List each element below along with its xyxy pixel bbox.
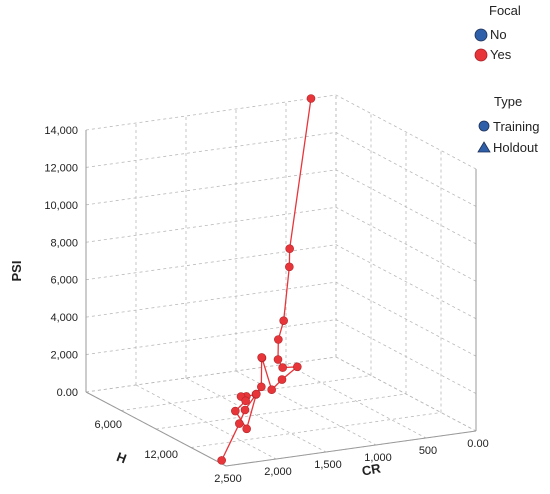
cr-tick-label-1: 2,000: [264, 466, 292, 478]
data-point-18: [242, 424, 251, 434]
z-tick-label-2: 4,000: [50, 312, 78, 324]
legend-marker-yes: [474, 48, 488, 62]
cr-tick-label-5: 0.00: [467, 438, 488, 450]
legend-label-training: Training: [493, 119, 539, 134]
series-line-0: [221, 98, 312, 461]
data-point-20: [240, 405, 250, 415]
legend: Focal No Yes Type Training Holdout: [474, 3, 539, 155]
data-point-6: [278, 363, 287, 372]
data-point-9: [267, 385, 276, 395]
z-axis-title: PSI: [9, 261, 24, 282]
legend-title-type: Type: [494, 94, 522, 109]
series-lines: [221, 98, 312, 461]
tick-labels: 0.00 2,000 4,000 6,000 8,000 10,000 12,000 14,0…: [44, 125, 488, 485]
data-point-12: [257, 382, 266, 392]
gridline-h-floor-2: [155, 393, 407, 430]
legend-marker-holdout: [477, 141, 491, 153]
z-tick-label-3: 6,000: [50, 275, 78, 287]
cr-axis-title: CR: [361, 460, 383, 478]
data-points: [217, 94, 316, 465]
legend-label-holdout: Holdout: [493, 140, 538, 155]
gridline-z-5: [85, 169, 477, 245]
box-edge-1: [225, 430, 477, 467]
gridline-h-floor-0: [85, 356, 337, 393]
data-point-5: [273, 355, 283, 364]
data-point-17: [231, 406, 240, 416]
chart-box-edges: [85, 130, 477, 467]
cr-tick-label-3: 1,000: [364, 452, 392, 464]
data-point-4: [274, 335, 283, 344]
data-point-1: [285, 244, 294, 254]
box-edge-0: [85, 391, 227, 467]
data-point-8: [277, 375, 287, 384]
cr-tick-label-0: 2,500: [214, 473, 242, 485]
gridline-z-7: [85, 94, 477, 170]
data-point-3: [279, 316, 288, 325]
legend-label-no: No: [490, 27, 507, 42]
data-point-19: [252, 389, 261, 399]
cr-tick-label-2: 1,500: [314, 459, 342, 471]
data-point-7: [293, 362, 302, 372]
z-tick-label-1: 2,000: [50, 350, 78, 362]
gridline-z-6: [85, 132, 477, 207]
z-tick-label-0: 0.00: [57, 387, 78, 399]
z-tick-label-5: 10,000: [44, 200, 78, 212]
gridline-cr-floor-2: [185, 377, 327, 453]
data-point-21: [235, 419, 244, 428]
h-axis-title: H: [115, 449, 129, 466]
h-tick-label-0: 6,000: [94, 419, 122, 431]
h-tick-label-1: 12,000: [144, 449, 178, 461]
z-tick-label-7: 14,000: [44, 125, 78, 137]
z-tick-label-4: 8,000: [50, 237, 78, 249]
chart-gridlines: [85, 94, 477, 467]
legend-title-focal: Focal: [489, 3, 521, 18]
legend-marker-training: [478, 120, 490, 132]
gridline-h-floor-3: [190, 412, 442, 448]
z-tick-label-6: 12,000: [44, 162, 78, 174]
data-point-2: [285, 262, 294, 272]
gridline-z-4: [85, 206, 477, 282]
data-point-11: [257, 353, 266, 362]
gridline-cr-floor-4: [285, 363, 427, 439]
legend-marker-no: [474, 28, 488, 42]
gridline-z-3: [85, 244, 477, 320]
data-point-0: [306, 94, 316, 103]
data-point-22: [217, 456, 226, 465]
cr-tick-label-4: 500: [419, 445, 437, 457]
legend-label-yes: Yes: [490, 47, 512, 62]
data-point-16: [241, 396, 250, 406]
